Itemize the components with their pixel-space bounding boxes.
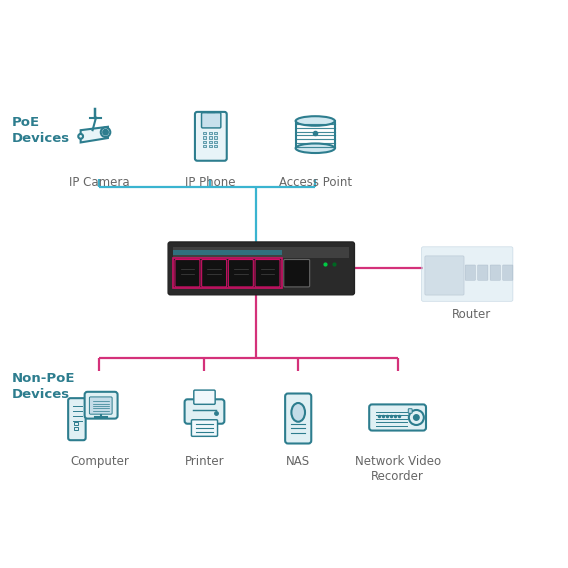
Bar [74,421,78,425]
FancyBboxPatch shape [408,409,412,414]
Circle shape [101,127,110,137]
Text: Network Video
Recorder: Network Video Recorder [354,455,441,483]
FancyBboxPatch shape [185,399,224,424]
FancyBboxPatch shape [490,265,500,281]
Bar [203,140,206,143]
Text: Non-PoE
Devices: Non-PoE Devices [11,371,75,401]
FancyBboxPatch shape [194,390,215,404]
FancyBboxPatch shape [168,242,354,295]
Bar [173,250,282,255]
Bar [208,140,212,143]
FancyBboxPatch shape [191,420,218,436]
Bar [203,132,206,134]
FancyBboxPatch shape [478,265,488,281]
FancyBboxPatch shape [202,112,221,128]
Bar [173,258,282,287]
Bar [208,136,212,139]
Polygon shape [81,127,108,143]
Text: Computer: Computer [70,455,129,468]
Text: Access Point: Access Point [279,176,352,189]
Bar [214,136,217,139]
Text: IP Camera: IP Camera [69,176,130,189]
Circle shape [414,415,419,420]
FancyBboxPatch shape [202,260,227,287]
Text: Router: Router [452,308,491,321]
Ellipse shape [296,144,335,153]
FancyBboxPatch shape [85,392,118,419]
Bar [203,136,206,139]
FancyBboxPatch shape [195,112,227,161]
Text: NAS: NAS [286,455,310,468]
Bar [173,247,349,258]
FancyBboxPatch shape [421,247,513,301]
Circle shape [78,134,83,139]
Bar [203,145,206,147]
FancyBboxPatch shape [68,398,86,440]
FancyBboxPatch shape [228,260,253,287]
FancyBboxPatch shape [255,260,280,287]
FancyBboxPatch shape [175,260,200,287]
FancyBboxPatch shape [369,404,426,431]
FancyBboxPatch shape [285,394,311,444]
Text: Printer: Printer [185,455,224,468]
Bar [208,132,212,134]
Circle shape [103,130,108,135]
Ellipse shape [296,116,335,126]
Text: PoE
Devices: PoE Devices [11,116,69,145]
Bar [214,132,217,134]
FancyBboxPatch shape [503,265,513,281]
Circle shape [409,410,424,425]
Bar [214,145,217,147]
FancyBboxPatch shape [425,256,464,295]
Bar [208,145,212,147]
Bar [214,140,217,143]
Bar [74,427,78,431]
FancyBboxPatch shape [89,397,112,414]
FancyBboxPatch shape [465,265,475,281]
FancyBboxPatch shape [284,260,310,287]
Ellipse shape [291,403,305,421]
Text: IP Phone: IP Phone [185,176,235,189]
